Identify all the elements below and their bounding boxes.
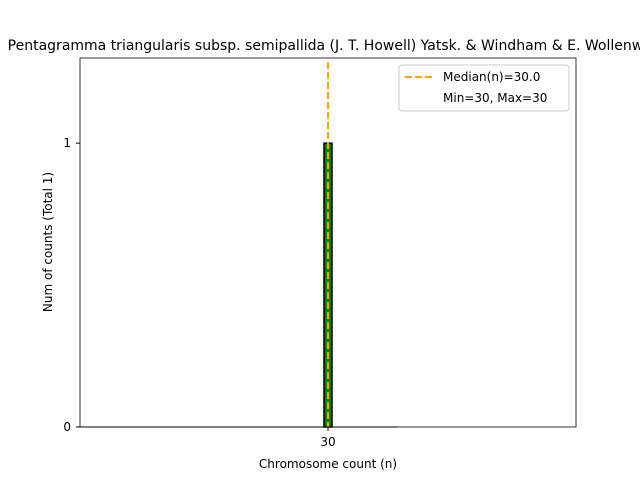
legend: Median(n)=30.0 Min=30, Max=30	[398, 64, 570, 112]
x-axis-label: Chromosome count (n)	[259, 457, 397, 471]
axes-frame	[79, 57, 577, 428]
x-tick-label-0: 30	[320, 435, 335, 449]
legend-median-label: Median(n)=30.0	[443, 70, 540, 84]
y-axis-label: Num of counts (Total 1)	[41, 172, 55, 312]
plot-area: 30 0 1	[63, 62, 398, 449]
y-tick-label-0: 0	[63, 420, 71, 434]
chart-title: Pentagramma triangularis subsp. semipall…	[8, 38, 640, 54]
legend-minmax-label: Min=30, Max=30	[443, 91, 547, 105]
y-tick-label-1: 1	[63, 136, 71, 150]
legend-box	[398, 64, 570, 112]
